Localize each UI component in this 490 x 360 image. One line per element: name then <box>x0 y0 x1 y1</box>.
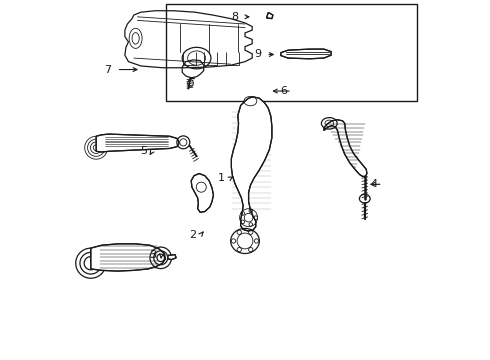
Text: 6: 6 <box>280 86 287 96</box>
Polygon shape <box>267 13 273 19</box>
Polygon shape <box>96 134 179 152</box>
Text: 2: 2 <box>189 230 196 239</box>
Text: 7: 7 <box>104 64 112 75</box>
Text: 8: 8 <box>231 12 239 22</box>
Text: 5: 5 <box>141 145 147 156</box>
Text: 1: 1 <box>218 173 225 183</box>
Bar <box>166 4 417 101</box>
Text: 4: 4 <box>370 179 378 189</box>
Polygon shape <box>231 97 272 231</box>
Polygon shape <box>91 244 166 271</box>
Text: 3: 3 <box>149 249 156 260</box>
Polygon shape <box>191 174 214 212</box>
Polygon shape <box>324 120 367 176</box>
Text: 9: 9 <box>254 49 261 59</box>
Polygon shape <box>281 49 331 59</box>
Polygon shape <box>168 255 176 260</box>
